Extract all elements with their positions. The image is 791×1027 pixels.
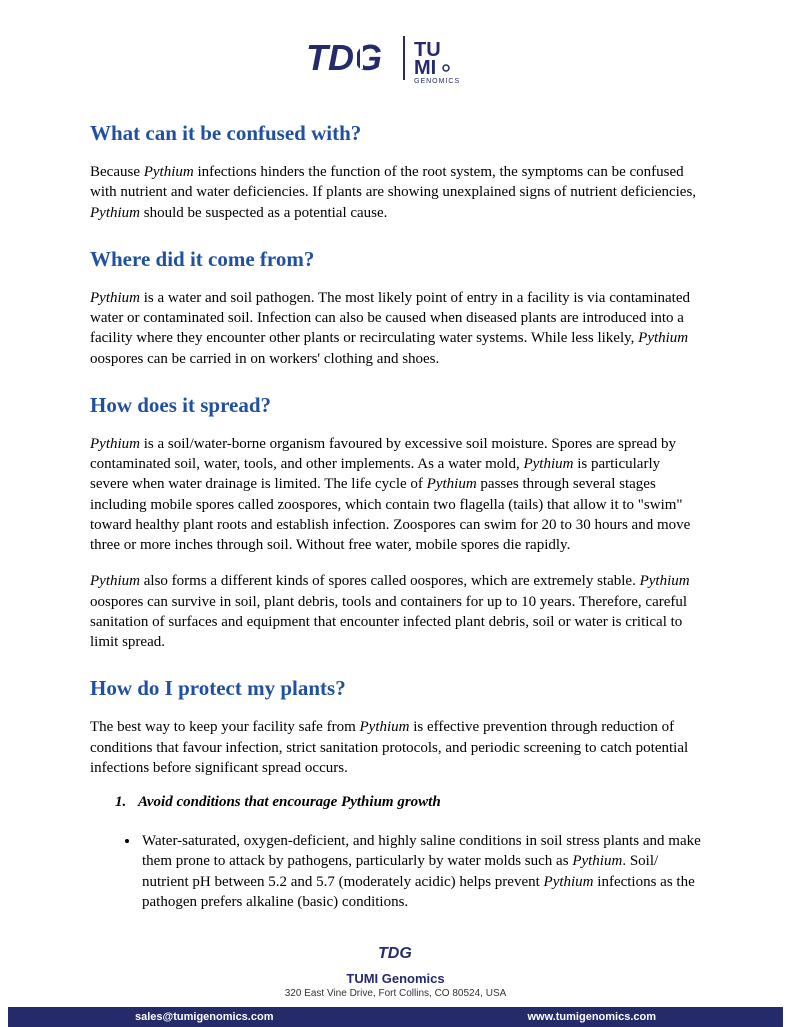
footer-company-name: TUMI Genomics — [90, 971, 701, 986]
sci-name: Pythium — [427, 476, 477, 492]
bullet-water-saturated: Water-saturated, oxygen-deficient, and h… — [140, 831, 701, 912]
logo-header: TDG TU MI GENOMICS — [90, 30, 701, 91]
sci-name: Pythium — [360, 719, 410, 735]
footer-logo: TDG — [90, 942, 701, 967]
text: oospores can survive in soil, plant debr… — [90, 594, 687, 651]
sci-name: Pythium — [90, 436, 140, 452]
footer-block: TDG TUMI Genomics 320 East Vine Drive, F… — [90, 942, 701, 999]
sci-name: Pythium — [640, 573, 690, 589]
svg-text:TDG: TDG — [378, 945, 412, 962]
heading-spread: How does it spread? — [90, 393, 701, 418]
heading-confused: What can it be confused with? — [90, 121, 701, 146]
heading-protect: How do I protect my plants? — [90, 676, 701, 701]
sci-name: Pythium — [90, 205, 140, 221]
text: The best way to keep your facility safe … — [90, 719, 360, 735]
footer-address: 320 East Vine Drive, Fort Collins, CO 80… — [90, 988, 701, 999]
paragraph-confused: Because Pythium infections hinders the f… — [90, 162, 701, 223]
sci-name: Pythium — [638, 330, 688, 346]
svg-text:GENOMICS: GENOMICS — [414, 78, 460, 85]
sci-name: Pythium — [90, 573, 140, 589]
text: also forms a different kinds of spores c… — [140, 573, 640, 589]
paragraph-where: Pythium is a water and soil pathogen. Th… — [90, 288, 701, 369]
list-item-avoid-conditions: Avoid conditions that encourage Pythium … — [130, 794, 701, 811]
footer-website: www.tumigenomics.com — [527, 1011, 656, 1023]
tumi-logo: TDG TU MI GENOMICS — [306, 30, 486, 86]
text: oospores can be carried in on workers' c… — [90, 351, 439, 367]
sci-name: Pythium — [572, 853, 622, 869]
footer-email: sales@tumigenomics.com — [135, 1011, 274, 1023]
sci-name: Pythium — [144, 164, 194, 180]
numbered-list: Avoid conditions that encourage Pythium … — [130, 794, 701, 811]
sci-name: Pythium — [544, 874, 594, 890]
footer-bar: sales@tumigenomics.com www.tumigenomics.… — [8, 1007, 783, 1027]
heading-where: Where did it come from? — [90, 247, 701, 272]
text: is a water and soil pathogen. The most l… — [90, 290, 690, 347]
sci-name: Pythium — [90, 290, 140, 306]
sci-name: Pythium — [523, 456, 573, 472]
text: Because — [90, 164, 144, 180]
svg-text:TDG: TDG — [306, 37, 382, 78]
text: should be suspected as a potential cause… — [140, 205, 387, 221]
paragraph-spread-2: Pythium also forms a different kinds of … — [90, 571, 701, 652]
bullet-list: Water-saturated, oxygen-deficient, and h… — [140, 831, 701, 912]
svg-text:MI: MI — [414, 57, 436, 79]
paragraph-spread-1: Pythium is a soil/water-borne organism f… — [90, 434, 701, 556]
paragraph-protect: The best way to keep your facility safe … — [90, 717, 701, 778]
